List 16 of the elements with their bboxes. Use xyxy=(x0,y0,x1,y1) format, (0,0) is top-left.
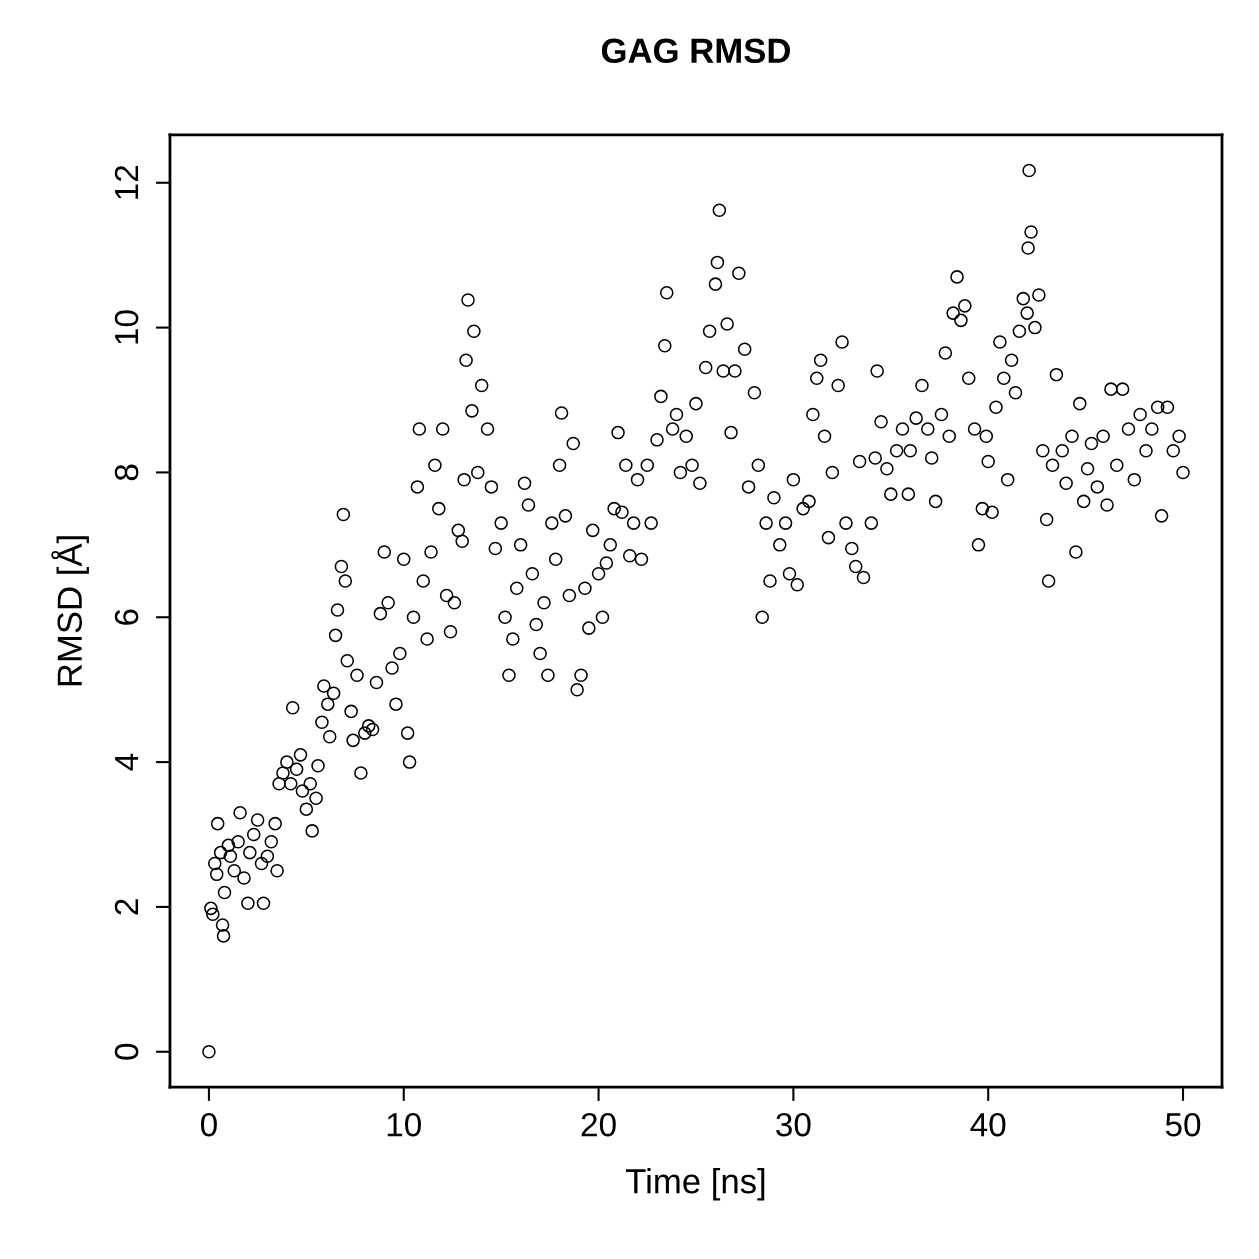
x-tick-label: 10 xyxy=(387,1112,421,1137)
x-axis-title: Time [ns] xyxy=(626,1168,765,1201)
x-tick-label: 0 xyxy=(200,1112,217,1137)
y-tick-label: 2 xyxy=(114,899,139,915)
y-axis-title: RMSD [Å] xyxy=(51,536,89,686)
x-tick-label: 30 xyxy=(776,1112,811,1137)
y-tick-label: 12 xyxy=(114,165,139,199)
x-tick-label: 20 xyxy=(581,1112,616,1137)
y-tick-label: 10 xyxy=(114,310,139,344)
y-tick-label: 8 xyxy=(114,464,139,481)
chart-title: GAG RMSD xyxy=(601,38,790,64)
y-tick-label: 6 xyxy=(114,609,139,625)
x-tick-label: 50 xyxy=(1165,1112,1201,1137)
x-tick-label: 40 xyxy=(970,1112,1006,1137)
y-tick-label: 0 xyxy=(114,1043,139,1060)
y-tick-label: 4 xyxy=(115,753,139,771)
